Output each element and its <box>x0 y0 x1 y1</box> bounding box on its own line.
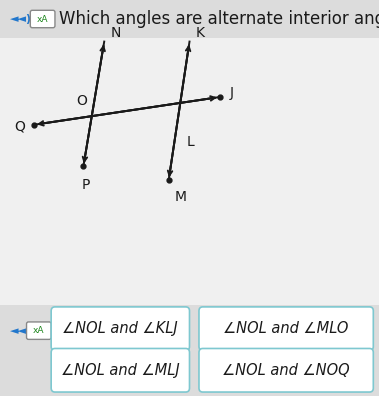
Text: N: N <box>111 26 121 40</box>
FancyBboxPatch shape <box>0 305 379 396</box>
FancyBboxPatch shape <box>51 307 190 350</box>
FancyBboxPatch shape <box>51 348 190 392</box>
Text: xA: xA <box>37 15 48 23</box>
FancyBboxPatch shape <box>199 307 373 350</box>
FancyBboxPatch shape <box>0 38 379 305</box>
Text: xA: xA <box>33 326 44 335</box>
Text: O: O <box>76 94 87 108</box>
FancyBboxPatch shape <box>30 10 55 28</box>
Text: L: L <box>186 135 194 148</box>
Text: ◄◄): ◄◄) <box>9 13 31 24</box>
Text: Which angles are alternate interior angles?: Which angles are alternate interior angl… <box>59 10 379 28</box>
FancyBboxPatch shape <box>0 0 379 38</box>
FancyBboxPatch shape <box>199 348 373 392</box>
Text: ∠NOL and ∠KLJ: ∠NOL and ∠KLJ <box>63 321 178 336</box>
Text: P: P <box>81 178 90 192</box>
Text: ∠NOL and ∠NOQ: ∠NOL and ∠NOQ <box>222 363 350 378</box>
Text: M: M <box>174 190 186 204</box>
Text: ◄◄): ◄◄) <box>9 326 31 336</box>
Text: K: K <box>195 26 204 40</box>
Text: Q: Q <box>14 120 25 134</box>
Text: ∠NOL and ∠MLO: ∠NOL and ∠MLO <box>224 321 349 336</box>
Text: ∠NOL and ∠MLJ: ∠NOL and ∠MLJ <box>61 363 180 378</box>
FancyBboxPatch shape <box>27 322 51 339</box>
Text: J: J <box>229 86 233 100</box>
